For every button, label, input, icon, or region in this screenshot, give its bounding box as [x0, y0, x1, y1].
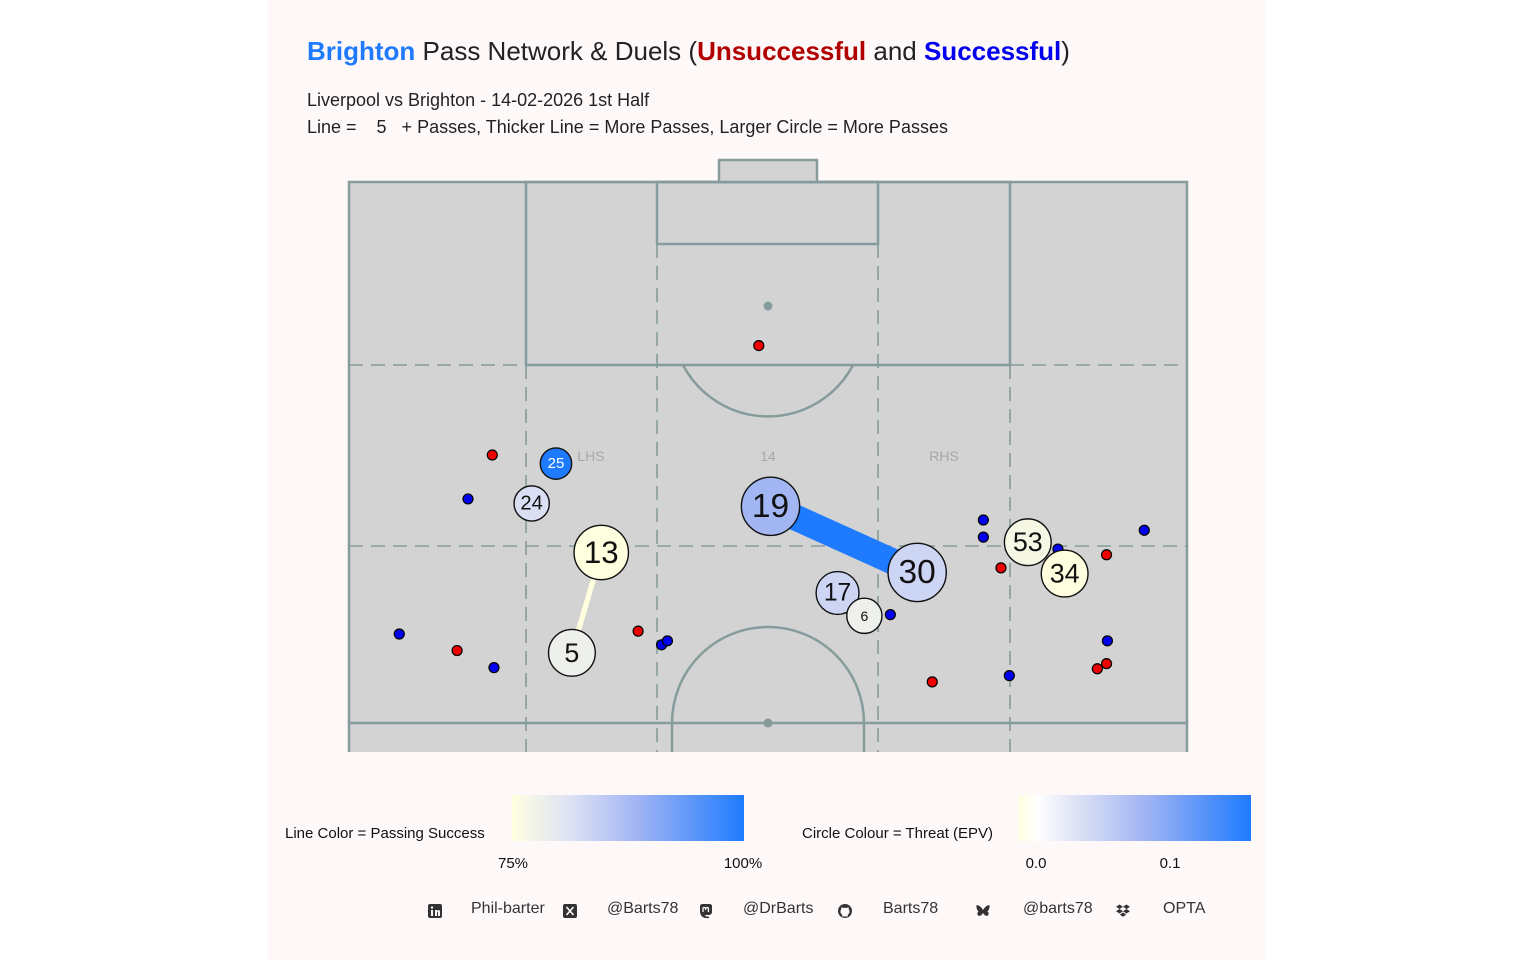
circle-legend-title: Circle Colour = Threat (EPV)	[802, 825, 994, 842]
line-color-scale	[512, 795, 744, 841]
successful-duel-marker	[977, 514, 989, 526]
circle-tick-high: 0.1	[1159, 855, 1181, 872]
title-successful: Successful	[923, 36, 1062, 66]
player-number-13: 13	[584, 535, 619, 570]
centre-circle	[670, 625, 866, 752]
unsuccessful-duel-marker	[926, 676, 938, 688]
chart-title: Brighton Pass Network & Duels (Unsuccess…	[307, 36, 1070, 67]
player-number-25: 25	[548, 455, 565, 472]
player-number-5: 5	[564, 638, 579, 668]
player-node-25	[539, 447, 573, 480]
player-node-53	[1003, 518, 1052, 567]
player-number-19: 19	[752, 488, 789, 525]
unsuccessful-duel-marker	[1100, 549, 1113, 561]
successful-duel-marker	[1003, 670, 1015, 682]
centre-spot	[763, 718, 773, 728]
penalty-spot	[763, 301, 773, 311]
dropbox-icon[interactable]	[1115, 903, 1131, 919]
line-legend-title: Line Color = Passing Success	[285, 825, 485, 842]
footer-linkedin-text[interactable]: Phil-barter	[471, 900, 545, 917]
zone-label-14: 14	[760, 448, 776, 464]
mastodon-icon[interactable]	[698, 903, 714, 919]
linkedin-icon[interactable]	[427, 903, 443, 919]
footer-github-text[interactable]: Barts78	[883, 900, 939, 917]
player-number-34: 34	[1050, 559, 1080, 589]
footer-mastodon-text[interactable]: @DrBarts	[743, 900, 814, 917]
unsuccessful-duel-marker	[1100, 658, 1113, 670]
unsuccessful-duel-marker	[1091, 663, 1103, 675]
unsuccessful-duel-marker	[995, 562, 1007, 574]
zone-lines	[349, 244, 1187, 752]
footer-bluesky-text[interactable]: @barts78	[1023, 900, 1093, 917]
successful-duel-marker	[661, 635, 674, 647]
successful-duel-marker	[1138, 524, 1150, 536]
unsuccessful-duel-marker	[753, 339, 765, 352]
circle-color-scale	[1019, 795, 1251, 841]
player-node-6	[846, 597, 883, 635]
line-tick-low: 75%	[497, 855, 529, 872]
zone-label-lhs: LHS	[577, 448, 604, 464]
duel-markers	[393, 339, 1150, 688]
title-unsuccessful: Unsuccessful	[697, 36, 867, 66]
line-note: Line = 5 + Passes, Thicker Line = More P…	[307, 117, 948, 137]
footer-opta-text[interactable]: OPTA	[1163, 900, 1206, 917]
pitch-markings	[347, 158, 1189, 752]
unsuccessful-duel-marker	[486, 449, 498, 461]
title-end: )	[1061, 36, 1070, 66]
footer-x-text[interactable]: @Barts78	[607, 900, 679, 917]
successful-duel-marker	[393, 628, 405, 640]
successful-duel-marker	[884, 609, 896, 621]
title-and: and	[866, 36, 924, 66]
unsuccessful-duel-marker	[451, 644, 463, 657]
zone-label-rhs: RHS	[929, 448, 959, 464]
player-node-17	[815, 570, 860, 616]
pitch: LHS 14 RHS	[347, 158, 1189, 752]
player-number-30: 30	[899, 554, 936, 591]
player-node-34	[1040, 549, 1089, 598]
player-node-13	[573, 524, 630, 581]
x-icon[interactable]	[562, 903, 578, 919]
player-node-30	[887, 542, 947, 603]
title-middle: Pass Network & Duels (	[415, 36, 698, 66]
title-team: Brighton	[307, 36, 416, 66]
goal	[717, 158, 819, 184]
circle-tick-low: 0.0	[1025, 855, 1047, 872]
line-tick-high: 100%	[723, 855, 763, 872]
successful-duel-marker	[462, 493, 474, 505]
player-number-6: 6	[860, 608, 868, 624]
player-number-53: 53	[1013, 527, 1043, 557]
github-icon[interactable]	[837, 903, 853, 919]
pitch-surface	[349, 182, 1187, 752]
player-number-24: 24	[520, 492, 543, 514]
player-node-19	[740, 476, 801, 537]
penalty-arc	[681, 364, 855, 418]
unsuccessful-duel-marker	[632, 625, 644, 637]
successful-duel-marker	[977, 531, 989, 543]
successful-duel-marker	[1101, 635, 1113, 647]
successful-duel-marker	[488, 662, 500, 674]
bluesky-icon[interactable]	[975, 903, 991, 919]
player-number-17: 17	[824, 579, 851, 606]
chart-subtitle: Liverpool vs Brighton - 14-02-2026 1st H…	[307, 90, 650, 110]
player-node-5	[547, 628, 596, 677]
player-node-24	[513, 485, 550, 522]
